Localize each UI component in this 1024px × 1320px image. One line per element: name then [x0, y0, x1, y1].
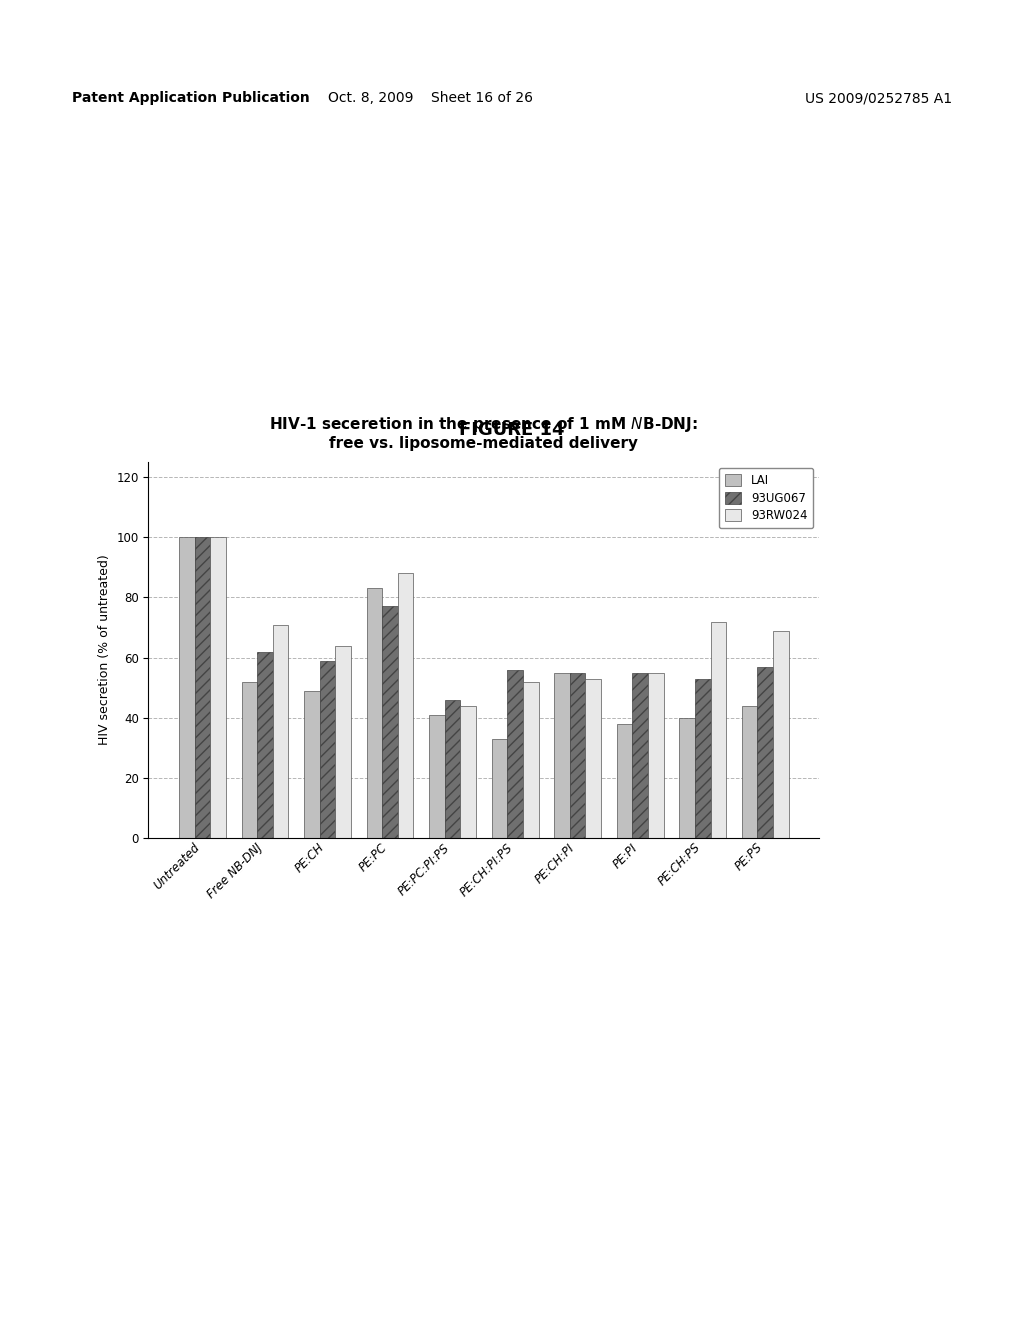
Text: Oct. 8, 2009    Sheet 16 of 26: Oct. 8, 2009 Sheet 16 of 26	[328, 91, 532, 106]
Bar	[633, 673, 648, 838]
Bar	[741, 706, 758, 838]
Bar	[304, 690, 319, 838]
Bar	[367, 589, 382, 838]
Bar	[335, 645, 351, 838]
Bar	[695, 678, 711, 838]
Bar	[444, 700, 461, 838]
Bar	[648, 673, 664, 838]
Bar	[382, 606, 398, 838]
Bar	[210, 537, 226, 838]
Bar	[272, 624, 289, 838]
Bar	[773, 631, 788, 838]
Bar	[679, 718, 695, 838]
Text: Patent Application Publication: Patent Application Publication	[72, 91, 309, 106]
Bar	[554, 673, 569, 838]
Bar	[195, 537, 210, 838]
Bar	[569, 673, 586, 838]
Bar	[507, 669, 523, 838]
Bar	[523, 681, 539, 838]
Bar	[758, 667, 773, 838]
Bar	[242, 681, 257, 838]
Y-axis label: HIV secretion (% of untreated): HIV secretion (% of untreated)	[98, 554, 111, 746]
Bar	[616, 723, 633, 838]
Bar	[461, 706, 476, 838]
Text: FIGURE 14: FIGURE 14	[459, 421, 565, 440]
Bar	[179, 537, 195, 838]
Bar	[586, 678, 601, 838]
Bar	[398, 573, 414, 838]
Bar	[711, 622, 726, 838]
Bar	[257, 652, 272, 838]
Title: HIV-1 seceretion in the presence of 1 mM $\mathit{N}$B-DNJ:
free vs. liposome-me: HIV-1 seceretion in the presence of 1 mM…	[269, 414, 698, 451]
Bar	[429, 715, 444, 838]
Bar	[319, 660, 335, 838]
Text: US 2009/0252785 A1: US 2009/0252785 A1	[805, 91, 952, 106]
Bar	[492, 739, 507, 838]
Legend: LAI, 93UG067, 93RW024: LAI, 93UG067, 93RW024	[719, 467, 813, 528]
